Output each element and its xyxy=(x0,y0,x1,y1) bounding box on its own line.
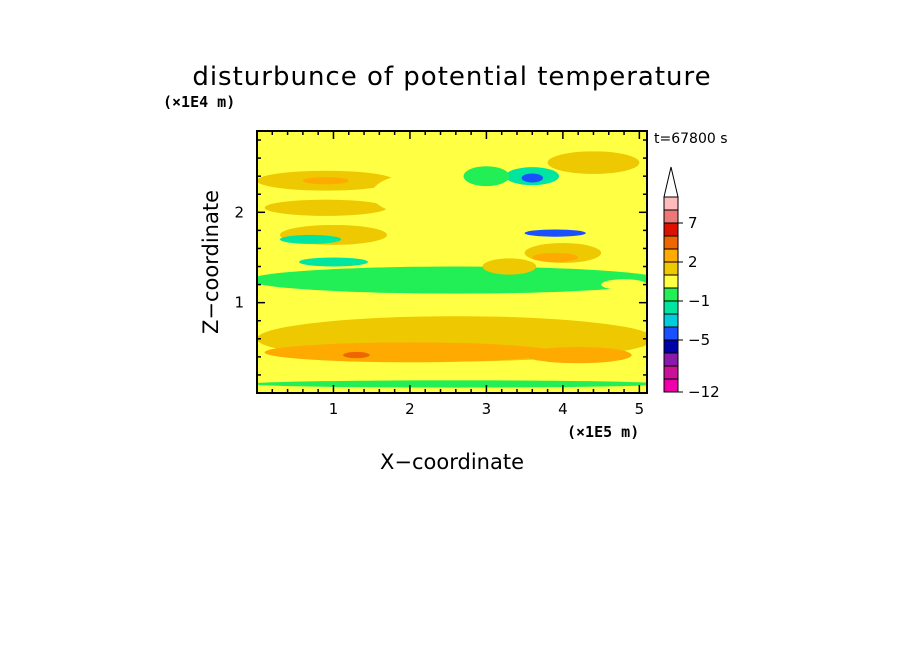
y-tick-label: 1 xyxy=(234,294,244,312)
colorbar-label: −5 xyxy=(688,331,710,349)
contour-region-8 xyxy=(409,239,502,267)
colorbar-segment-0 xyxy=(663,378,679,393)
contour-region-20 xyxy=(463,166,510,187)
x-unit-label: (×1E5 m) xyxy=(567,423,639,441)
contour-region-21 xyxy=(570,176,647,213)
colorbar-segment-5 xyxy=(663,313,679,328)
colorbar-segment-10 xyxy=(663,248,679,263)
time-label: t=67800 s xyxy=(654,131,728,147)
contour-region-3 xyxy=(524,346,632,364)
contour-region-4 xyxy=(343,351,370,359)
x-axis-label: X−coordinate xyxy=(380,450,524,474)
contour-region-5 xyxy=(257,266,647,294)
contour-region-19 xyxy=(521,173,543,183)
colorbar-label: 7 xyxy=(688,214,698,232)
colorbar-extend-arrow xyxy=(663,166,679,198)
x-tick-label: 5 xyxy=(635,400,645,418)
colorbar-label: −1 xyxy=(688,292,710,310)
colorbar-segment-14 xyxy=(663,196,679,211)
contour-region-6 xyxy=(299,257,368,267)
x-axis: 1 2 3 4 5 xyxy=(271,131,645,418)
colorbar-segment-7 xyxy=(663,287,679,302)
colorbar-label: −12 xyxy=(688,383,720,401)
colorbar-segment-4 xyxy=(663,326,679,341)
colorbar-segment-6 xyxy=(663,300,679,315)
contour-region-24 xyxy=(279,234,342,244)
contour-field xyxy=(257,131,647,393)
contour-region-22 xyxy=(547,151,640,174)
contour-region-23 xyxy=(356,140,464,159)
x-tick-label: 4 xyxy=(558,400,568,418)
colorbar-segment-11 xyxy=(663,235,679,250)
contour-region-15 xyxy=(302,177,349,185)
contour-region-0 xyxy=(257,380,647,388)
colorbar-segment-3 xyxy=(663,339,679,354)
contour-region-25 xyxy=(601,279,647,291)
colorbar-segment-2 xyxy=(663,352,679,367)
colorbar-segment-8 xyxy=(663,274,679,289)
y-unit-label: (×1E4 m) xyxy=(163,93,235,111)
plot-frame xyxy=(256,130,648,394)
colorbar-segment-1 xyxy=(663,365,679,380)
y-axis: 12 xyxy=(234,139,647,376)
colorbar-segment-9 xyxy=(663,261,679,276)
contour-region-17 xyxy=(444,203,514,222)
colorbar-label: 2 xyxy=(688,253,698,271)
contour-region-11 xyxy=(532,252,579,262)
contour-region-12 xyxy=(524,229,586,237)
colorbar: 7 2 −1 −5 −12 xyxy=(663,166,720,401)
contour-region-2 xyxy=(264,342,556,363)
x-tick-label: 2 xyxy=(405,400,415,418)
x-tick-label: 1 xyxy=(329,400,339,418)
contour-region-9 xyxy=(482,258,537,275)
colorbar-segment-12 xyxy=(663,222,679,237)
x-tick-label: 3 xyxy=(482,400,492,418)
chart-title: disturbunce of potential temperature xyxy=(192,62,711,92)
y-axis-label: Z−coordinate xyxy=(199,190,223,334)
contour-region-13 xyxy=(264,199,387,216)
contour-region-16 xyxy=(371,173,464,215)
y-tick-label: 2 xyxy=(234,203,244,221)
colorbar-segment-13 xyxy=(663,209,679,224)
